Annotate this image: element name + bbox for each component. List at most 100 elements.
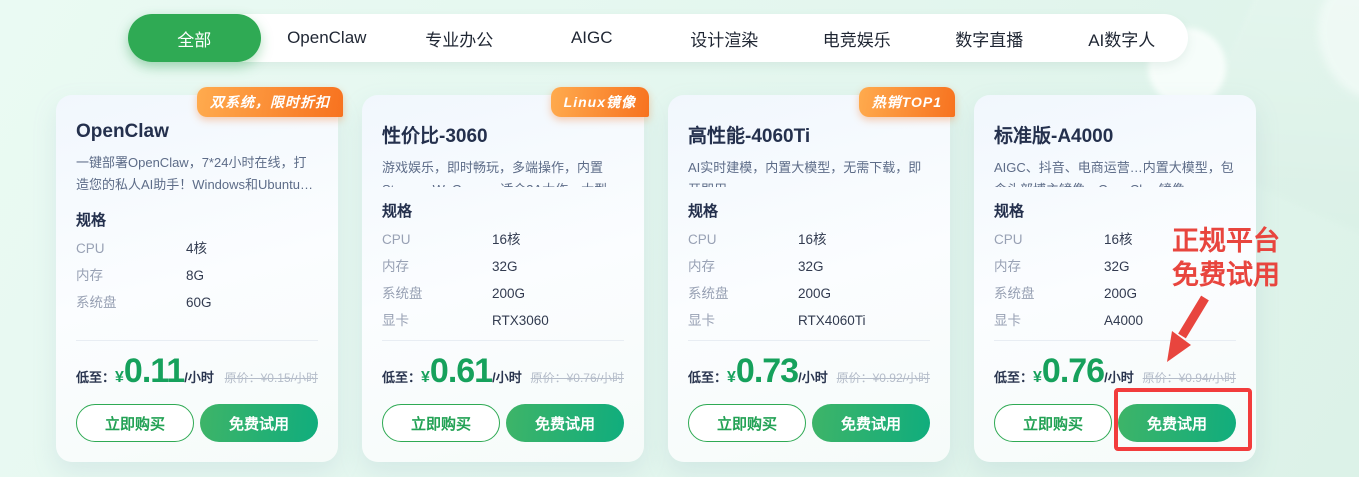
spec-row-disk: 系统盘 200G: [382, 286, 624, 302]
promo-badge: 双系统，限时折扣: [197, 87, 343, 117]
spec-row-memory: 内存 32G: [382, 259, 624, 275]
price-prefix: 低至：: [994, 370, 1034, 385]
divider: [994, 340, 1236, 341]
spec-row-gpu: 显卡 RTX3060: [382, 313, 624, 329]
annotation-line2: 免费试用: [1172, 260, 1280, 290]
spec-row-disk: 系统盘 200G: [994, 286, 1236, 302]
tab-ai-avatar[interactable]: AI数字人: [1088, 30, 1156, 50]
price-row: 低至：¥0.73/小时 原价：¥0.92/小时: [688, 352, 930, 391]
spec-label: 内存: [382, 259, 409, 274]
spec-value: 8G: [186, 268, 205, 283]
free-trial-button[interactable]: 免费试用: [812, 404, 930, 442]
tab-aigc[interactable]: AIGC: [570, 28, 613, 47]
button-row: 立即购买 免费试用: [76, 404, 318, 442]
original-price: 原价：¥0.94/小时: [1142, 371, 1236, 385]
current-price: 低至：¥0.61/小时: [382, 352, 522, 391]
price-amount: 0.76: [1041, 352, 1105, 390]
plan-description: AI实时建模，内置大模型，无需下载，即开即用。: [688, 160, 922, 187]
spec-value: 16核: [798, 232, 827, 247]
spec-label: 内存: [688, 259, 715, 274]
tab-openclaw[interactable]: OpenClaw: [287, 28, 367, 47]
price-row: 低至：¥0.76/小时 原价：¥0.94/小时: [994, 352, 1236, 391]
spec-row-memory: 内存 32G: [688, 259, 930, 275]
spec-row-cpu: CPU 16核: [688, 232, 930, 248]
currency-symbol: ¥: [1033, 369, 1042, 386]
spec-value: 16核: [1104, 232, 1133, 247]
specs-heading: 规格: [382, 203, 413, 220]
tab-pro-office[interactable]: 专业办公: [425, 30, 494, 50]
spec-label: 系统盘: [382, 286, 423, 301]
plan-title: 标准版-A4000: [994, 126, 1114, 147]
spec-row-disk: 系统盘 60G: [76, 295, 318, 311]
plan-description: 游戏娱乐，即时畅玩，多端操作，内置Steam、WeGame。适合3A大作、大型网…: [382, 160, 620, 187]
original-price: 原价：¥0.15/小时: [224, 371, 318, 385]
spec-row-memory: 内存 8G: [76, 268, 318, 284]
spec-label: 系统盘: [994, 286, 1035, 301]
spec-label: 内存: [994, 259, 1021, 274]
category-tab-bar: 全部 OpenClaw 专业办公 AIGC 设计渲染 电竞娱乐 数字直播 AI数…: [128, 14, 1188, 62]
price-unit: /小时: [798, 370, 828, 385]
plan-description: 一键部署OpenClaw，7*24小时在线，打造您的私人AI助手！Windows…: [76, 155, 313, 192]
spec-row-memory: 内存 32G: [994, 259, 1236, 275]
free-trial-button[interactable]: 免费试用: [506, 404, 624, 442]
price-prefix: 低至：: [76, 370, 116, 385]
current-price: 低至：¥0.73/小时: [688, 352, 828, 391]
tab-design-render[interactable]: 设计渲染: [690, 30, 759, 50]
spec-row-cpu: CPU 16核: [382, 232, 624, 248]
price-amount: 0.61: [429, 352, 493, 390]
original-price: 原价：¥0.76/小时: [530, 371, 624, 385]
button-row: 立即购买 免费试用: [382, 404, 624, 442]
card-footer: 低至：¥0.76/小时 原价：¥0.94/小时 立即购买 免费试用: [994, 340, 1236, 442]
current-price: 低至：¥0.76/小时: [994, 352, 1134, 391]
price-unit: /小时: [184, 370, 214, 385]
spec-value: 4核: [186, 241, 208, 256]
spec-label: 内存: [76, 268, 103, 283]
divider: [688, 340, 930, 341]
specs-heading: 规格: [688, 203, 719, 220]
spec-value: RTX3060: [492, 313, 549, 328]
spec-row-cpu: CPU 16核: [994, 232, 1236, 248]
spec-label: 系统盘: [688, 286, 729, 301]
tab-digital-live[interactable]: 数字直播: [955, 30, 1024, 50]
spec-value: 200G: [798, 286, 832, 301]
spec-value: 32G: [1104, 259, 1130, 274]
free-trial-button[interactable]: 免费试用: [1118, 404, 1236, 442]
buy-now-button[interactable]: 立即购买: [382, 404, 500, 442]
spec-value: RTX4060Ti: [798, 313, 866, 328]
price-row: 低至：¥0.61/小时 原价：¥0.76/小时: [382, 352, 624, 391]
spec-value: 60G: [186, 295, 212, 310]
plan-card-openclaw: 双系统，限时折扣 OpenClaw 一键部署OpenClaw，7*24小时在线，…: [56, 87, 343, 462]
spec-label: 系统盘: [76, 295, 117, 310]
free-trial-button[interactable]: 免费试用: [200, 404, 318, 442]
plan-card-a4000: 标准版-A4000 AIGC、抖音、电商运营…内置大模型，包含头部博主镜像、Op…: [974, 95, 1256, 462]
promo-badge: 热销TOP1: [858, 87, 955, 117]
price-amount: 0.73: [735, 352, 799, 390]
spec-value: 200G: [1104, 286, 1138, 301]
annotation-text: 正规平台 免费试用: [1172, 224, 1302, 292]
card-footer: 低至：¥0.73/小时 原价：¥0.92/小时 立即购买 免费试用: [688, 340, 930, 442]
plan-title: 高性能-4060Ti: [688, 126, 811, 147]
plan-card-3060: Linux镜像 性价比-3060 游戏娱乐，即时畅玩，多端操作，内置Steam、…: [362, 87, 649, 462]
card-footer: 低至：¥0.61/小时 原价：¥0.76/小时 立即购买 免费试用: [382, 340, 624, 442]
currency-symbol: ¥: [421, 369, 430, 386]
spec-value: 200G: [492, 286, 526, 301]
price-amount: 0.11: [123, 352, 185, 390]
spec-row-gpu: 显卡 A4000: [994, 313, 1236, 329]
spec-value: 16核: [492, 232, 521, 247]
tab-esports[interactable]: 电竞娱乐: [822, 30, 891, 50]
tab-all[interactable]: 全部: [128, 14, 261, 62]
plan-card-4060ti: 热销TOP1 高性能-4060Ti AI实时建模，内置大模型，无需下载，即开即用…: [668, 87, 955, 462]
spec-row-disk: 系统盘 200G: [688, 286, 930, 302]
buy-now-button[interactable]: 立即购买: [76, 404, 194, 442]
buy-now-button[interactable]: 立即购买: [688, 404, 806, 442]
specs-heading: 规格: [994, 203, 1025, 220]
currency-symbol: ¥: [115, 369, 124, 386]
button-row: 立即购买 免费试用: [994, 404, 1236, 442]
annotation-line1: 正规平台: [1172, 226, 1280, 256]
currency-symbol: ¥: [727, 369, 736, 386]
buy-now-button[interactable]: 立即购买: [994, 404, 1112, 442]
plan-title: 性价比-3060: [382, 126, 488, 147]
price-prefix: 低至：: [382, 370, 422, 385]
plan-cards-row: 双系统，限时折扣 OpenClaw 一键部署OpenClaw，7*24小时在线，…: [56, 87, 1256, 462]
